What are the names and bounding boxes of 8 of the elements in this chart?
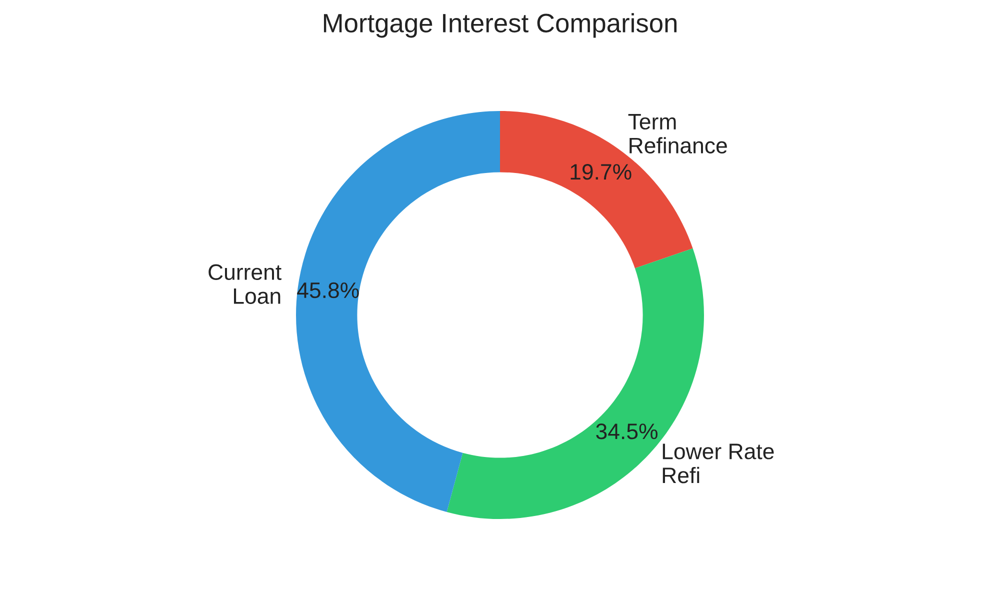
- slice-label: Term Refinance: [628, 114, 727, 154]
- data-label: 34.5%: [596, 424, 658, 440]
- chart-title: Mortgage Interest Comparison: [324, 13, 677, 38]
- data-label: 19.7%: [570, 164, 632, 180]
- slice-label: Current Loan: [208, 264, 282, 304]
- data-label: 45.8%: [297, 282, 359, 298]
- donut-slice: [296, 111, 500, 512]
- slice-label: Lower Rate Refi: [662, 444, 774, 484]
